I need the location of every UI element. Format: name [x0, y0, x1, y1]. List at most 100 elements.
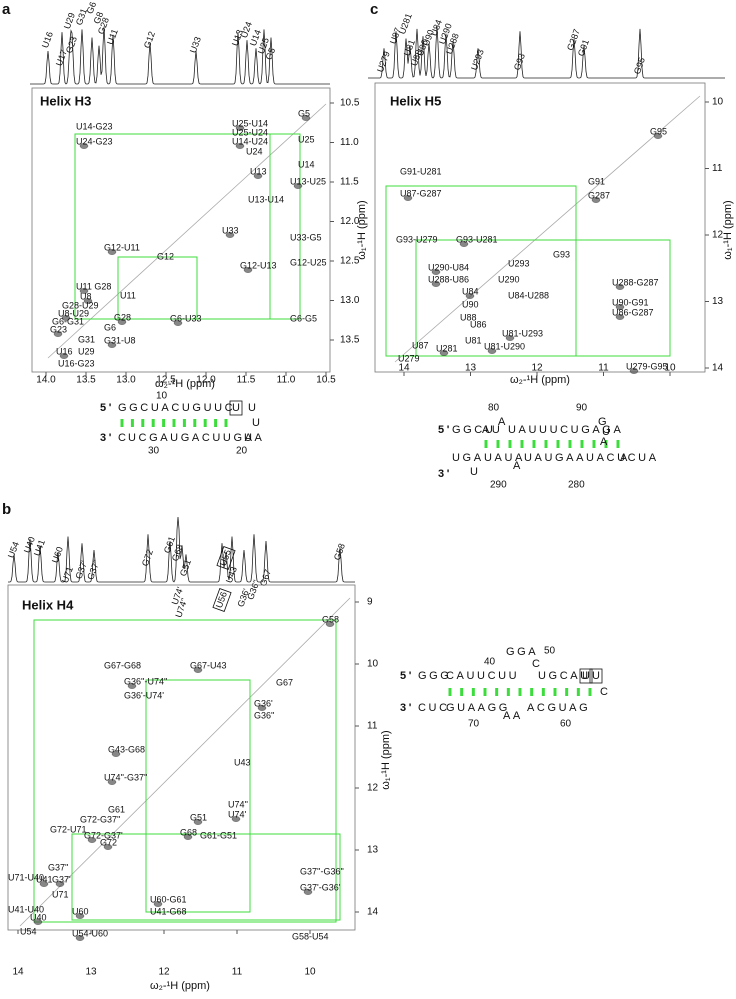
panel-letter: b [2, 501, 11, 518]
cross-peak [303, 889, 313, 895]
x-tick-label: 11.5 [237, 375, 256, 386]
spectrum-label: U43 [224, 565, 239, 584]
base-pair [592, 440, 596, 448]
peak-label: G58-U54 [292, 931, 329, 941]
sequence-text: A [620, 452, 630, 464]
cross-peak [253, 173, 263, 179]
peak-label: G6 [104, 322, 116, 332]
base-pair [214, 419, 218, 427]
peak-label: G36''-U74'' [124, 676, 168, 686]
base-pair [224, 419, 228, 427]
cross-peak [107, 249, 117, 255]
peak-label: G36'' [254, 710, 275, 720]
sequence-text: 90 [576, 403, 588, 414]
sequence-text: 50 [544, 646, 556, 657]
sequence-text: U [602, 426, 613, 438]
y-axis-label: ω₁-¹H (ppm) [722, 200, 734, 259]
spectrum-label: U33 [188, 35, 203, 54]
spectrum-trace [8, 516, 355, 583]
peak-label: G6-G31 [52, 316, 84, 326]
peak-label: U84 [462, 286, 479, 296]
x-tick-label: 14 [12, 967, 24, 978]
y-tick-label: 14 [712, 363, 724, 374]
plot-frame [7, 584, 356, 931]
y-tick-label: 10.5 [340, 98, 360, 109]
y-tick-label: 13.5 [340, 335, 360, 346]
cross-peak [615, 304, 625, 310]
cross-peak [107, 342, 117, 348]
base-pair [556, 440, 560, 448]
peak-label: G72-G37' [84, 830, 123, 840]
cross-peak [173, 320, 183, 326]
y-axis-label: ω₁-¹H (ppm) [356, 200, 368, 259]
base-pair [448, 688, 452, 696]
peak-label: G91-U281 [400, 166, 442, 176]
connectivity-box [71, 833, 341, 921]
peak-label: U41 [36, 874, 53, 884]
x-axis-label: ω₂-¹H (ppm) [510, 374, 570, 386]
spectrum-label: G37'' [85, 558, 101, 581]
peak-label: G37' [52, 874, 71, 884]
peak-label: G23 [50, 324, 67, 334]
peak-label: G61 [108, 804, 125, 814]
peak-label: G28 [114, 312, 131, 322]
spectrum-label: U71 [60, 565, 75, 584]
peak-label: G12-U25 [290, 257, 327, 267]
connectivity-box [74, 133, 301, 320]
base-pair [495, 688, 499, 696]
cross-peak [75, 913, 85, 919]
cross-peak [403, 195, 413, 201]
peak-label: U290-U84 [428, 262, 469, 272]
spectrum-trace [30, 26, 330, 85]
sequence-text: A [498, 416, 508, 428]
peak-label: U279-G95 [626, 361, 668, 371]
cross-peak [231, 816, 241, 822]
y-tick-label: 11.0 [340, 137, 359, 148]
y-tick-label: 13 [712, 296, 724, 307]
sequence-text: C [600, 686, 611, 698]
sequence-text: 40 [484, 657, 496, 668]
peak-label: U11 G28 [76, 281, 111, 291]
connectivity-box [33, 619, 337, 923]
base-pair [616, 440, 620, 448]
cross-peak [103, 844, 113, 850]
peak-label: U16-G23 [58, 358, 95, 368]
peak-label: U293 [508, 258, 530, 268]
peak-label: G72-G37'' [80, 814, 121, 824]
cross-peak [193, 819, 203, 825]
peak-label: G93-U279 [396, 234, 438, 244]
sequence-text: 3' [438, 468, 452, 480]
y-tick-label: 12.5 [340, 256, 360, 267]
peak-label: U288-U86 [428, 274, 469, 284]
peak-label: U24-G23 [76, 136, 113, 146]
sequence-text: U [248, 402, 259, 414]
peak-label: U13-U25 [290, 176, 326, 186]
spectrum-label: U11 [105, 28, 120, 46]
peak-label: G37'' [48, 862, 69, 872]
base-pair [182, 419, 186, 427]
x-tick-label: 13 [85, 967, 97, 978]
peak-label: G6-G5 [290, 313, 317, 323]
cross-peak [153, 901, 163, 907]
x-tick-label: 10 [664, 363, 676, 374]
spectrum-label: G95 [632, 56, 647, 75]
base-pair [130, 419, 134, 427]
sequence-text: GGA [506, 646, 538, 658]
y-tick-label: 12 [712, 230, 724, 241]
cross-peak [459, 241, 469, 247]
sequence-text: 5' [400, 670, 414, 682]
x-tick-label: 12.5 [156, 375, 176, 386]
y-tick-label: 11 [367, 721, 378, 732]
peak-label: U43 [234, 757, 251, 767]
base-pair [520, 440, 524, 448]
cross-peak [235, 143, 245, 149]
base-pair [483, 688, 487, 696]
x-axis-label: ω₂-¹H (ppm) [150, 980, 210, 992]
peak-label: U13-U14 [248, 194, 284, 204]
spectrum-label: G5 [264, 46, 278, 61]
peak-label: U41-G68 [150, 906, 187, 916]
peak-label: U11 [120, 290, 136, 300]
peak-label: U81-U290 [484, 341, 525, 351]
base-pair [120, 419, 124, 427]
